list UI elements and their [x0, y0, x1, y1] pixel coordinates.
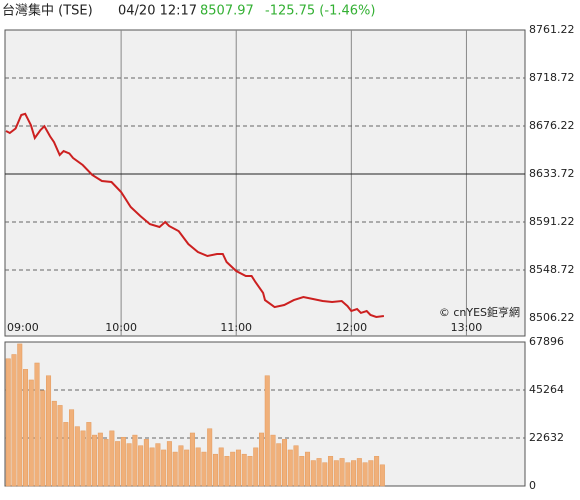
volume-bar	[305, 451, 311, 487]
quote-time: 04/20 12:17	[118, 4, 197, 19]
volume-bar	[40, 390, 46, 487]
volume-bar	[132, 434, 138, 487]
volume-bar	[322, 462, 328, 487]
volume-bar	[80, 430, 86, 487]
volume-bar	[178, 445, 184, 487]
volume-bar	[11, 354, 17, 487]
volume-bar	[120, 436, 126, 487]
y-tick-label: 0	[529, 479, 536, 492]
x-tick-label: 10:00	[105, 321, 137, 334]
volume-bar	[287, 449, 293, 487]
volume-bar	[195, 447, 201, 487]
x-tick-label: 09:00	[7, 321, 39, 334]
volume-bar	[74, 426, 80, 487]
volume-bar	[368, 460, 374, 487]
volume-bar	[247, 456, 253, 487]
volume-bar	[224, 456, 230, 487]
volume-bar	[109, 430, 115, 487]
y-tick-label: 8718.72	[529, 71, 575, 84]
volume-bar	[138, 445, 144, 487]
volume-bar	[276, 443, 282, 487]
x-tick-label: 11:00	[220, 321, 252, 334]
volume-bar	[5, 358, 11, 487]
volume-bar	[333, 460, 339, 487]
volume-bar	[201, 451, 207, 487]
volume-bar	[57, 405, 63, 487]
volume-bar	[161, 449, 167, 487]
volume-bar	[362, 462, 368, 487]
volume-bar	[103, 439, 109, 487]
volume-bar	[97, 432, 103, 487]
price-panel	[4, 29, 526, 337]
volume-bar	[235, 449, 241, 487]
watermark: © cnYES鉅亨網	[439, 305, 520, 319]
volume-bar	[328, 456, 334, 487]
price-line	[5, 112, 385, 319]
volume-bar	[86, 422, 92, 487]
y-tick-label: 45264	[529, 383, 564, 396]
volume-bar	[69, 409, 75, 487]
volume-bar	[149, 447, 155, 487]
volume-bar	[92, 434, 98, 487]
volume-bar	[34, 362, 40, 487]
volume-bar	[126, 443, 132, 487]
volume-bar	[218, 447, 224, 487]
volume-bar	[230, 451, 236, 487]
x-tick-label: 12:00	[335, 321, 367, 334]
price: 8507.97	[200, 4, 254, 19]
volume-bar	[17, 343, 23, 487]
volume-bar	[379, 464, 385, 487]
volume-bar	[374, 456, 380, 487]
volume-bar	[23, 369, 29, 487]
volume-bar	[207, 428, 213, 487]
volume-bar	[253, 447, 259, 487]
volume-bar	[310, 460, 316, 487]
volume-bar	[63, 422, 69, 487]
volume-bar	[155, 443, 161, 487]
change: -125.75 (-1.46%)	[265, 4, 375, 19]
volume-bar	[189, 432, 195, 487]
volume-bar	[241, 453, 247, 487]
volume-bar	[166, 441, 172, 487]
volume-bar	[143, 439, 149, 487]
volume-bar	[115, 441, 121, 487]
volume-bar	[46, 375, 52, 487]
volume-bar	[172, 451, 178, 487]
y-tick-label: 8591.22	[529, 215, 575, 228]
volume-bar	[184, 449, 190, 487]
volume-bar	[212, 453, 218, 487]
volume-bar	[270, 434, 276, 487]
volume-bar	[299, 456, 305, 487]
volume-bar	[51, 400, 57, 487]
y-tick-label: 8761.22	[529, 23, 575, 36]
volume-bar	[316, 458, 322, 487]
volume-bar	[282, 439, 288, 487]
y-tick-label: 8548.72	[529, 263, 575, 276]
volume-bar	[264, 375, 270, 487]
x-tick-label: 13:00	[451, 321, 483, 334]
volume-bar	[351, 460, 357, 487]
volume-bar	[345, 462, 351, 487]
index-name: 台灣集中 (TSE)	[2, 3, 93, 19]
y-tick-label: 22632	[529, 431, 564, 444]
volume-bar	[293, 445, 299, 487]
y-tick-label: 8633.72	[529, 167, 575, 180]
volume-bar	[356, 458, 362, 487]
y-tick-label: 67896	[529, 335, 564, 348]
volume-bar	[339, 458, 345, 487]
volume-bar	[258, 432, 264, 487]
volume-bar	[28, 379, 34, 487]
y-tick-label: 8676.22	[529, 119, 575, 132]
y-tick-label: 8506.22	[529, 311, 575, 324]
